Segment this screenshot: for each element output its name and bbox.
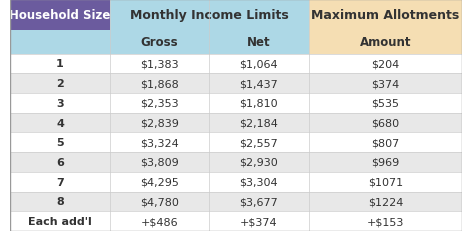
Text: $535: $535 xyxy=(372,98,400,108)
Text: $1071: $1071 xyxy=(368,177,403,187)
Bar xyxy=(309,94,462,113)
Text: $3,677: $3,677 xyxy=(239,197,278,207)
Text: $204: $204 xyxy=(371,59,400,69)
Bar xyxy=(209,192,309,211)
Bar xyxy=(109,172,209,192)
Text: $2,839: $2,839 xyxy=(140,118,179,128)
Bar xyxy=(209,152,309,172)
Bar xyxy=(209,54,309,74)
Bar xyxy=(309,172,462,192)
Text: $807: $807 xyxy=(371,138,400,148)
Text: $1,383: $1,383 xyxy=(140,59,179,69)
Bar xyxy=(309,211,462,231)
Bar xyxy=(309,133,462,152)
Bar xyxy=(10,31,109,54)
Text: $2,184: $2,184 xyxy=(239,118,278,128)
Bar xyxy=(10,192,109,211)
Bar xyxy=(209,94,309,113)
Bar xyxy=(10,211,109,231)
Text: 4: 4 xyxy=(56,118,64,128)
Bar xyxy=(10,74,109,94)
Text: $969: $969 xyxy=(371,157,400,167)
Bar xyxy=(109,54,209,74)
Bar xyxy=(209,113,309,133)
Bar xyxy=(109,113,209,133)
Bar xyxy=(309,31,462,54)
Text: $2,353: $2,353 xyxy=(140,98,179,108)
Bar xyxy=(309,113,462,133)
Bar xyxy=(309,152,462,172)
Text: +$486: +$486 xyxy=(141,216,178,226)
Text: 3: 3 xyxy=(56,98,64,108)
Text: 6: 6 xyxy=(56,157,64,167)
Bar xyxy=(10,94,109,113)
Bar xyxy=(209,74,309,94)
Text: $3,304: $3,304 xyxy=(239,177,278,187)
Text: 5: 5 xyxy=(56,138,64,148)
Text: Gross: Gross xyxy=(141,36,178,49)
Text: $680: $680 xyxy=(372,118,400,128)
Text: $1224: $1224 xyxy=(368,197,403,207)
Bar xyxy=(109,152,209,172)
Text: $374: $374 xyxy=(371,79,400,89)
Bar xyxy=(109,133,209,152)
Bar xyxy=(209,133,309,152)
Text: 8: 8 xyxy=(56,197,64,207)
Bar xyxy=(209,31,309,54)
Text: $1,064: $1,064 xyxy=(239,59,278,69)
Bar xyxy=(309,0,462,31)
Bar xyxy=(309,192,462,211)
Bar xyxy=(10,0,109,31)
Text: $1,810: $1,810 xyxy=(239,98,278,108)
Text: 7: 7 xyxy=(56,177,64,187)
Text: Amount: Amount xyxy=(360,36,411,49)
Bar xyxy=(109,211,209,231)
Bar xyxy=(109,31,209,54)
Bar xyxy=(10,54,109,74)
Bar xyxy=(109,74,209,94)
Text: $4,295: $4,295 xyxy=(140,177,179,187)
Text: $1,868: $1,868 xyxy=(140,79,179,89)
Text: 2: 2 xyxy=(56,79,64,89)
Text: $3,324: $3,324 xyxy=(140,138,179,148)
Bar xyxy=(309,74,462,94)
Text: $2,557: $2,557 xyxy=(239,138,278,148)
Text: Monthly Income Limits: Monthly Income Limits xyxy=(130,9,289,22)
Bar xyxy=(10,172,109,192)
Text: $4,780: $4,780 xyxy=(140,197,179,207)
Text: +$374: +$374 xyxy=(240,216,278,226)
Text: $2,930: $2,930 xyxy=(239,157,278,167)
Text: $3,809: $3,809 xyxy=(140,157,179,167)
Text: Each add'l: Each add'l xyxy=(28,216,92,226)
Text: $1,437: $1,437 xyxy=(239,79,278,89)
Text: Household Size: Household Size xyxy=(9,9,111,22)
Text: 1: 1 xyxy=(56,59,64,69)
Bar xyxy=(109,192,209,211)
Bar xyxy=(109,0,309,31)
Bar xyxy=(309,54,462,74)
Text: Net: Net xyxy=(247,36,271,49)
Bar xyxy=(10,133,109,152)
Bar xyxy=(109,94,209,113)
Bar xyxy=(209,211,309,231)
Bar xyxy=(10,113,109,133)
Text: Maximum Allotments: Maximum Allotments xyxy=(311,9,460,22)
Text: +$153: +$153 xyxy=(367,216,404,226)
Bar xyxy=(209,172,309,192)
Bar xyxy=(10,152,109,172)
